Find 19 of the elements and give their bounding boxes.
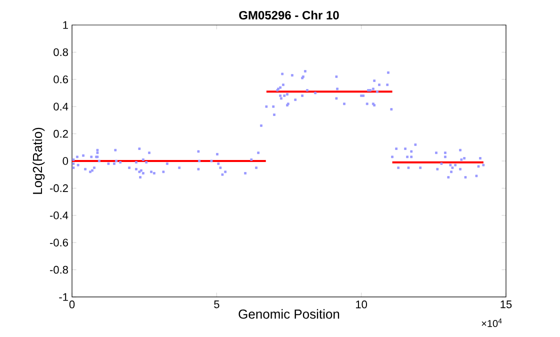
- y-tick-label: -0.8: [50, 266, 68, 274]
- y-tick-label: -0.2: [50, 184, 68, 192]
- y-tick-label: 0: [62, 157, 68, 165]
- x-tick-label: 15: [500, 300, 512, 308]
- text: ×10$^{4}$: [482, 318, 502, 328]
- y-tick-label: 0.2: [54, 130, 68, 138]
- x-tick-label: 10: [356, 300, 368, 308]
- y-tick-label: -0.4: [50, 212, 68, 220]
- y-tick-label: 0.8: [54, 48, 68, 56]
- y-tick-label: -1: [59, 293, 68, 301]
- y-tick-label: 1: [63, 21, 68, 29]
- x-axis-title: Genomic Position: [238, 309, 340, 319]
- y-axis-title: Log2(Ratio): [32, 128, 45, 194]
- chart-title: GM05296 - Chr 10: [239, 10, 339, 20]
- y-tick-label: -0.6: [50, 238, 68, 246]
- x-tick-label: 5: [214, 300, 220, 308]
- y-tick-label: 0.6: [54, 76, 68, 84]
- y-tick-label: 0.4: [54, 102, 68, 110]
- x-tick-label: 0: [69, 300, 75, 308]
